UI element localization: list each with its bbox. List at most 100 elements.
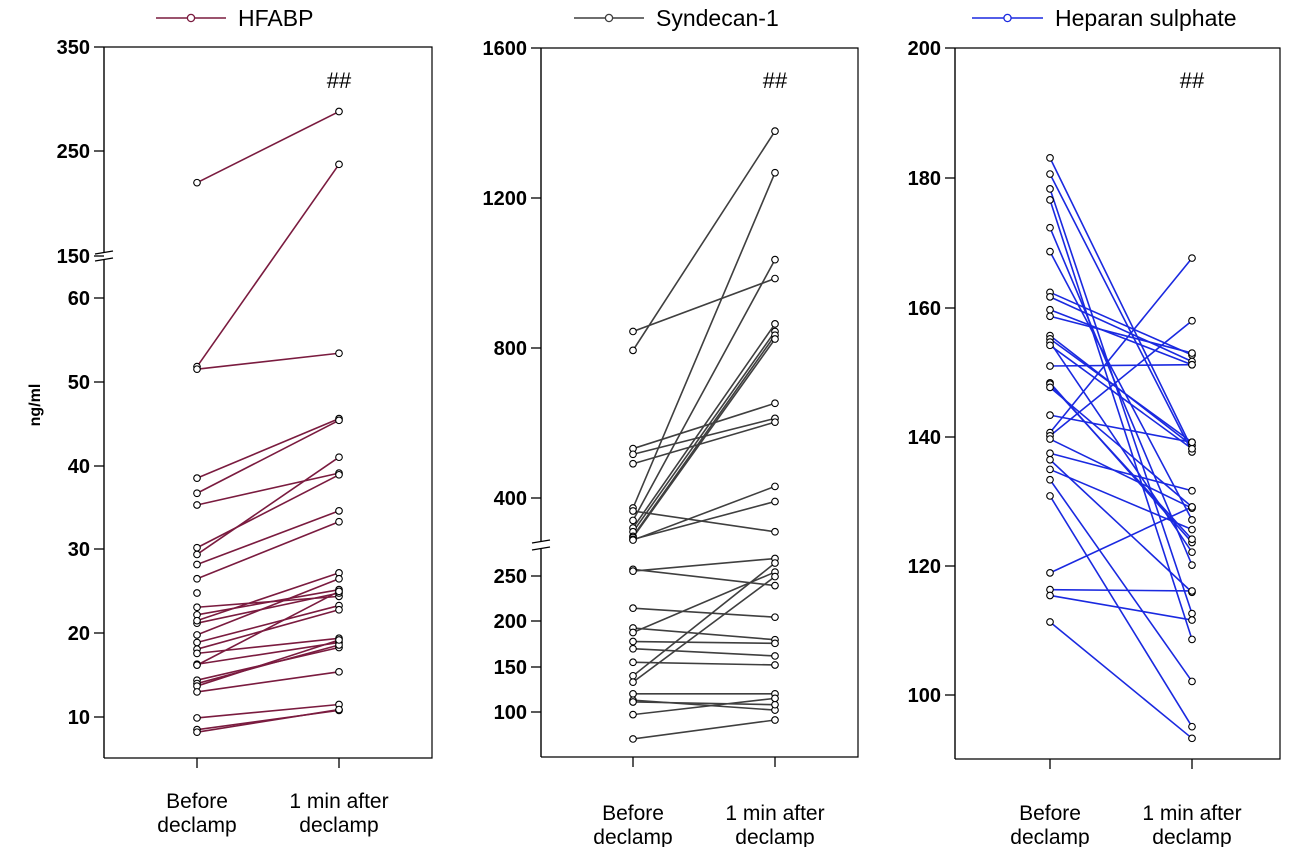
x-category-label: declamp [593,826,672,847]
syndecan-1-pair-line [632,627,776,641]
hfabp-point-before [193,178,201,187]
heparan-sulphate-point-before [1046,411,1054,419]
axis-break-mark [94,250,114,255]
syndecan-1-point-after [771,399,779,408]
hfabp-pair-line [196,578,340,636]
y-tick-label: 400 [494,488,527,510]
syndecan-1-pair-line [632,562,776,677]
heparan-sulphate-point-before [1046,492,1054,500]
heparan-sulphate-pair-line [1049,363,1193,367]
syndecan-1-point-after [771,700,779,709]
syndecan-1-pair-line [632,701,776,706]
axis-break-mark [531,539,551,544]
y-tick-label: 20 [68,623,90,645]
x-category-label: 1 min after [289,790,388,813]
syndecan-1-point-after [771,694,779,703]
hfabp-pair-line [196,644,340,685]
syndecan-1-pair-line [632,697,776,716]
hfabp-point-before [193,688,201,696]
hfabp-point-after [335,517,343,526]
y-axis-label: ng/ml [27,384,44,427]
heparan-sulphate-pair-line [1049,438,1193,509]
hfabp-point-before [193,574,201,583]
syndecan-1-pair-line [632,510,776,533]
y-tick-label: 250 [57,141,90,163]
heparan-sulphate-legend-label: Heparan sulphate [1055,5,1237,31]
heparan-sulphate-point-after [1188,587,1196,595]
hfabp-pair-line [196,637,340,655]
heparan-sulphate-pair-line [1049,338,1193,443]
heparan-sulphate-pair-line [1049,296,1193,363]
syndecan-1-point-before [629,658,637,667]
syndecan-1-point-before [629,678,637,686]
heparan-sulphate-point-after [1188,616,1196,624]
y-tick-label: 120 [908,556,941,578]
heparan-sulphate-point-after [1188,486,1196,495]
syndecan-1-point-after [771,639,779,648]
heparan-sulphate-point-after [1188,316,1196,325]
hfabp-legend-marker [186,13,196,23]
hfabp-point-before [193,616,201,625]
hfabp-point-after [335,470,343,479]
y-tick-label: 350 [57,37,90,59]
hfabp-pair-line [196,472,340,506]
y-tick-label: 200 [494,611,527,633]
hfabp-pair-line [196,521,340,580]
syndecan-1-point-before [629,459,637,468]
heparan-sulphate-pair-line [1049,468,1193,531]
y-tick-label: 250 [494,566,527,588]
hfabp-point-before [193,631,201,639]
axis-break-mark [531,546,551,551]
syndecan-1-point-after [771,497,779,506]
syndecan-1-point-before [629,735,637,743]
syndecan-1-pair-line [632,334,776,537]
y-tick-label: 60 [68,288,90,310]
syndecan-1-point-after [771,274,779,283]
syndecan-1-pair-line [632,500,776,541]
heparan-sulphate-pair-line [1049,506,1193,574]
x-category-label: Before [166,790,228,813]
syndecan-1-point-after [771,418,779,427]
x-category-label: declamp [157,814,236,837]
hfabp-point-after [335,574,343,583]
heparan-sulphate-point-after [1188,635,1196,644]
y-tick-label: 140 [908,427,941,449]
syndecan-1-point-after [771,335,779,343]
hfabp-pair-line [196,592,340,624]
hfabp-pair-line [196,352,340,370]
hfabp-point-after [335,160,343,169]
heparan-sulphate-pair-line [1049,344,1193,450]
y-tick-label: 180 [908,168,941,190]
syndecan-1-point-after [771,482,779,491]
heparan-sulphate-point-before [1046,435,1054,443]
x-category-label: declamp [1010,826,1089,847]
y-tick-label: 40 [68,456,90,478]
syndecan-1-point-before [629,710,637,719]
heparan-sulphate-pair-line [1049,173,1193,453]
hfabp-point-after [335,349,343,358]
syndecan-1-point-after [771,572,779,581]
x-category-label: Before [602,802,664,825]
y-tick-label: 30 [68,539,90,561]
x-category-label: declamp [1152,826,1231,847]
x-category-label: declamp [299,814,378,837]
hfabp-point-before [193,661,201,669]
hfabp-point-before [193,649,201,658]
plot-frame [955,47,1281,760]
syndecan-1-point-after [771,652,779,660]
heparan-sulphate-point-after [1188,677,1196,686]
syndecan-1-pair-line [632,323,776,529]
y-tick-label: 150 [494,657,527,679]
y-tick-label: 50 [68,372,90,394]
y-tick-label: 1200 [483,188,528,210]
heparan-sulphate-point-before [1046,568,1054,577]
syndecan-1-legend-label: Syndecan-1 [656,5,779,31]
heparan-sulphate-pair-line [1049,309,1193,366]
heparan-sulphate-point-after [1188,722,1196,731]
syndecan-1-pair-line [632,575,776,683]
hfabp-pair-line [196,639,340,687]
heparan-sulphate-point-before [1046,449,1054,458]
syndecan-1-point-before [629,450,637,459]
hfabp-point-before [193,638,201,647]
